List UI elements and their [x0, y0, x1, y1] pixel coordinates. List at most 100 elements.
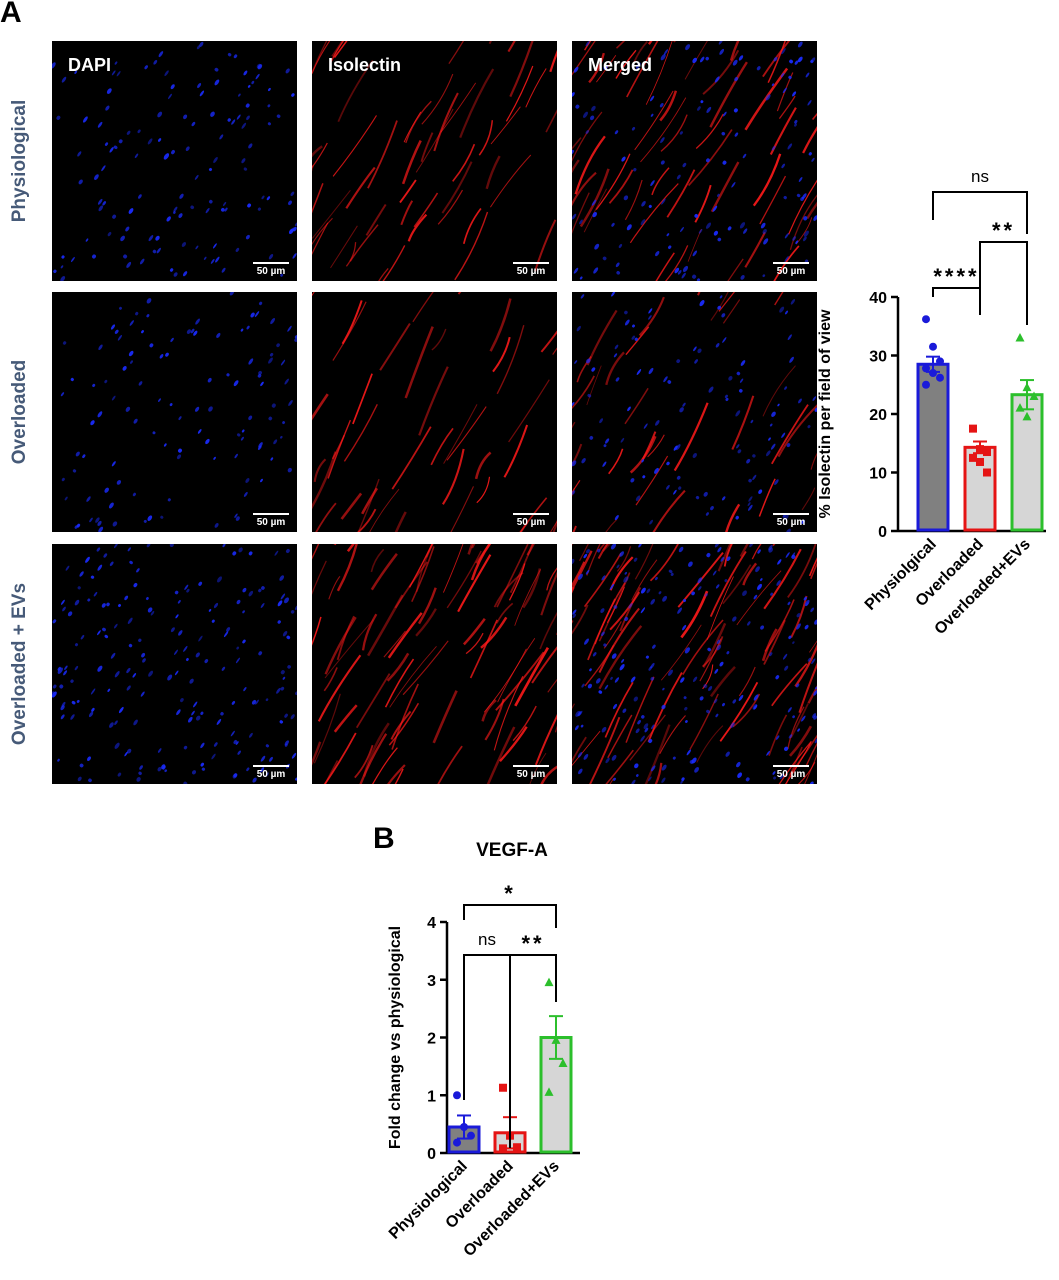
dapi-nucleus — [97, 526, 104, 532]
dapi-nucleus — [805, 72, 810, 78]
dapi-nucleus — [619, 663, 626, 671]
dapi-nucleus — [64, 496, 68, 501]
isolectin-fibre — [698, 292, 728, 295]
isolectin-fibre — [598, 519, 617, 532]
dapi-nucleus — [102, 201, 107, 207]
dapi-nucleus — [739, 221, 746, 229]
isolectin-fibre — [346, 168, 375, 209]
micrograph-2-2: 50 µm — [572, 544, 817, 784]
dapi-nucleus — [640, 200, 646, 207]
dapi-nucleus — [792, 715, 796, 719]
dapi-nucleus — [649, 662, 655, 669]
isolectin-fibre — [674, 41, 693, 42]
dapi-nucleus — [111, 70, 116, 76]
dapi-nucleus — [198, 635, 204, 642]
dapi-nucleus — [287, 325, 293, 332]
dapi-nucleus — [116, 479, 122, 485]
isolectin-fibre — [367, 205, 386, 236]
isolectin-fibre — [548, 667, 557, 692]
dapi-nucleus — [205, 207, 210, 213]
dapi-nucleus — [255, 73, 260, 80]
dapi-nucleus — [167, 498, 171, 502]
dapi-nucleus — [265, 698, 269, 702]
dapi-nucleus — [213, 602, 219, 609]
isolectin-fibre — [381, 765, 405, 784]
dapi-nucleus — [267, 104, 271, 108]
dapi-nucleus — [235, 247, 240, 252]
dapi-nucleus — [242, 610, 246, 614]
dapi-nucleus — [232, 551, 237, 557]
dapi-nucleus — [74, 665, 79, 670]
isolectin-fibre — [443, 544, 468, 593]
dapi-nucleus — [117, 334, 123, 341]
data-point — [460, 1123, 468, 1131]
dapi-nucleus — [284, 713, 289, 718]
data-point — [499, 1084, 507, 1092]
isolectin-fibre — [732, 396, 753, 450]
dapi-nucleus — [140, 691, 145, 697]
isolectin-fibre — [312, 742, 320, 770]
dapi-nucleus — [187, 716, 193, 723]
dapi-nucleus — [735, 515, 740, 520]
dapi-nucleus — [269, 352, 274, 357]
isolectin-fibre — [419, 367, 448, 436]
isolectin-fibre — [312, 503, 336, 532]
dapi-nucleus — [577, 768, 583, 775]
isolectin-fibre — [403, 641, 448, 695]
isolectin-fibre — [482, 727, 515, 784]
dapi-nucleus — [174, 670, 179, 676]
dapi-nucleus — [784, 233, 789, 239]
dapi-nucleus — [245, 234, 251, 240]
dapi-nucleus — [590, 105, 596, 112]
dapi-nucleus — [679, 131, 683, 136]
dapi-nucleus — [111, 214, 116, 220]
dapi-nucleus — [157, 748, 162, 754]
dapi-nucleus — [140, 330, 144, 334]
dapi-nucleus — [60, 392, 64, 397]
dapi-nucleus — [630, 676, 636, 683]
dapi-nucleus — [719, 661, 725, 667]
dapi-nucleus — [595, 677, 602, 684]
isolectin-fibre — [626, 327, 649, 355]
dapi-nucleus — [660, 777, 666, 784]
dapi-nucleus — [198, 581, 203, 587]
data-point — [929, 343, 937, 351]
row-label-0: Physiological — [8, 41, 32, 281]
isolectin-fibre — [588, 750, 633, 784]
dapi-nucleus — [294, 222, 297, 227]
isolectin-fibre — [541, 544, 557, 615]
dapi-nucleus — [687, 561, 694, 568]
dapi-nucleus — [104, 142, 108, 147]
scale-bar-label: 50 µm — [513, 517, 549, 528]
dapi-nucleus — [648, 204, 652, 208]
isolectin-fibre — [572, 193, 589, 267]
dapi-nucleus — [280, 359, 285, 366]
y-axis-label: Fold change vs physiological — [387, 926, 404, 1149]
y-tick-label: 0 — [878, 524, 887, 541]
dapi-nucleus — [290, 713, 296, 719]
dapi-nucleus — [676, 358, 681, 363]
dapi-nucleus — [593, 243, 600, 251]
dapi-nucleus — [125, 406, 131, 413]
dapi-nucleus — [70, 679, 75, 684]
dapi-nucleus — [107, 231, 112, 237]
comparison-bracket — [933, 288, 980, 300]
dapi-nucleus — [715, 713, 719, 718]
isolectin-fibre — [333, 115, 376, 176]
dapi-nucleus — [72, 469, 77, 474]
dapi-nucleus — [173, 211, 177, 215]
dapi-nucleus — [776, 559, 782, 566]
scale-bar-line — [253, 765, 289, 767]
dapi-nucleus — [216, 576, 223, 584]
isolectin-fibre — [434, 691, 457, 743]
dapi-nucleus — [637, 719, 642, 725]
isolectin-fibre — [426, 544, 443, 558]
dapi-nucleus — [127, 547, 131, 552]
dapi-nucleus — [96, 665, 103, 673]
dapi-nucleus — [276, 343, 281, 348]
dapi-nucleus — [592, 267, 599, 275]
isolectin-fibre — [536, 699, 557, 765]
dapi-nucleus — [287, 200, 293, 206]
dapi-nucleus — [183, 781, 188, 784]
isolectin-fibre — [745, 232, 765, 267]
